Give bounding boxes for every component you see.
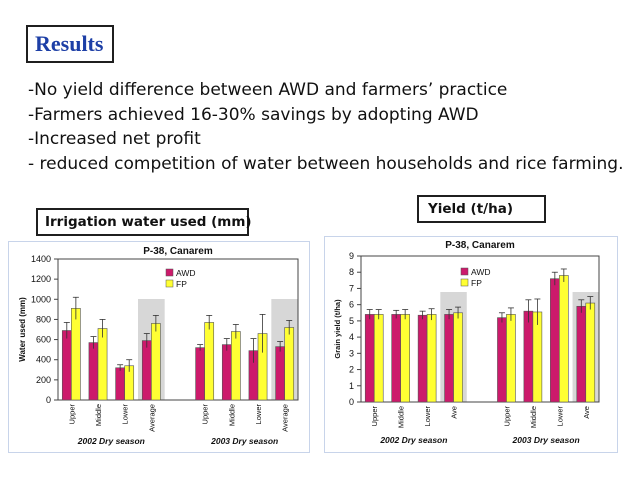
category-label: Ave: [582, 406, 591, 419]
legend-swatch-awd: [460, 267, 469, 276]
legend-label-awd: AWD: [176, 268, 196, 278]
category-label: Ave: [450, 406, 459, 419]
awd-bar: [275, 346, 285, 401]
fp-bar: [585, 302, 596, 403]
awd-bar: [88, 342, 99, 401]
fp-bar: [426, 314, 437, 403]
irrigation-chart-svg: 0 200 400 600 800 1000 1200 1400 Water used (mm)…: [8, 241, 310, 453]
legend-swatch-awd: [165, 268, 174, 277]
legend-swatch-fp: [165, 279, 174, 288]
y-tick-label: 2: [349, 365, 354, 375]
chart-title: P-38, Canarem: [143, 246, 213, 257]
awd-bar: [391, 314, 401, 403]
yield-chart-svg: 0 1 2 3 4 5 6 7 8 9 Grain yield (t/ha) P-38, Canare…: [324, 236, 618, 453]
awd-bar: [364, 314, 375, 403]
bullet-item: -No yield difference between AWD and far…: [28, 80, 508, 100]
fp-bar: [284, 327, 295, 401]
y-tick-label: 0: [46, 395, 51, 405]
y-tick-label: 800: [36, 314, 51, 324]
plot-area: [360, 255, 600, 403]
category-label: Middle: [94, 404, 103, 426]
y-tick-label: 8: [349, 267, 354, 277]
category-label: Lower: [423, 406, 432, 427]
category-label: Upper: [67, 404, 76, 425]
y-axis-label: Water used (mm): [18, 297, 27, 362]
category-label: Lower: [555, 406, 564, 427]
bullet-item: -Farmers achieved 16-30% savings by adop…: [28, 104, 479, 125]
bullet-item: - reduced competition of water between h…: [28, 153, 624, 174]
season-label: 2003 Dry season: [512, 435, 580, 445]
awd-bar: [523, 310, 534, 403]
fp-bar: [97, 328, 108, 401]
y-tick-label: 1400: [31, 254, 51, 264]
awd-bar: [444, 314, 454, 403]
y-tick-label: 600: [36, 335, 51, 345]
bullet-list: -No yield difference between AWD and far…: [28, 78, 624, 176]
category-label: Upper: [201, 404, 210, 425]
legend-swatch-fp: [460, 278, 469, 287]
irrigation-chart: 0 200 400 600 800 1000 1200 1400 Water used (mm)…: [8, 241, 310, 453]
fp-bar: [204, 322, 215, 401]
category-label: Middle: [227, 404, 236, 426]
y-tick-label: 4: [349, 332, 354, 342]
season-label: 2003 Dry season: [210, 436, 278, 446]
yield-label: Yield (t/ha): [428, 201, 513, 217]
y-tick-label: 1: [349, 381, 354, 391]
fp-bar: [506, 314, 516, 403]
y-tick-label: 3: [349, 348, 354, 358]
fp-bar: [373, 314, 384, 403]
y-tick-label: 6: [349, 300, 354, 310]
awd-bar: [497, 317, 507, 403]
awd-bar: [417, 314, 428, 403]
bullet-item: -Increased net profit: [28, 129, 201, 149]
irrigation-label-box: Irrigation water used (mm): [36, 208, 252, 236]
category-label: Upper: [502, 406, 511, 427]
chart-title: P-38, Canarem: [445, 240, 515, 251]
legend-label-fp: FP: [176, 279, 187, 289]
fp-bar: [453, 312, 463, 403]
plot-area: [57, 258, 299, 401]
category-label: Average: [281, 404, 290, 432]
fp-bar: [231, 331, 241, 401]
yield-chart: 0 1 2 3 4 5 6 7 8 9 Grain yield (t/ha) P-38, Canare…: [324, 236, 618, 453]
awd-bar: [221, 344, 232, 401]
category-label: Lower: [254, 404, 263, 425]
page-title: Results: [35, 31, 104, 56]
irrigation-label: Irrigation water used (mm): [45, 214, 252, 230]
awd-bar: [550, 278, 560, 403]
fp-bar: [559, 275, 569, 403]
awd-bar: [576, 305, 587, 403]
season-label: 2002 Dry season: [379, 435, 447, 445]
y-tick-label: 0: [349, 397, 354, 407]
results-title-box: Results: [26, 25, 114, 63]
category-label: Upper: [370, 406, 379, 427]
y-tick-label: 200: [36, 375, 51, 385]
season-label: 2002 Dry season: [77, 436, 145, 446]
fp-bar: [151, 323, 161, 401]
fp-bar: [400, 314, 410, 403]
awd-bar: [115, 367, 125, 401]
y-axis-label: Grain yield (t/ha): [333, 299, 342, 359]
awd-bar: [195, 347, 205, 401]
legend-label-fp: FP: [471, 278, 482, 288]
y-tick-label: 5: [349, 316, 354, 326]
awd-bar: [141, 340, 152, 401]
category-label: Average: [147, 404, 156, 432]
y-tick-label: 1000: [31, 294, 51, 304]
fp-bar: [71, 308, 81, 401]
yield-label-box: Yield (t/ha): [417, 195, 546, 223]
category-label: Lower: [121, 404, 130, 425]
y-tick-label: 7: [349, 283, 354, 293]
y-tick-label: 400: [36, 355, 51, 365]
legend-label-awd: AWD: [471, 267, 491, 277]
category-label: Middle: [397, 406, 406, 428]
category-label: Middle: [529, 406, 538, 428]
fp-bar: [532, 311, 543, 403]
awd-bar: [61, 330, 72, 401]
y-tick-label: 1200: [31, 274, 51, 284]
y-tick-label: 9: [349, 251, 354, 261]
